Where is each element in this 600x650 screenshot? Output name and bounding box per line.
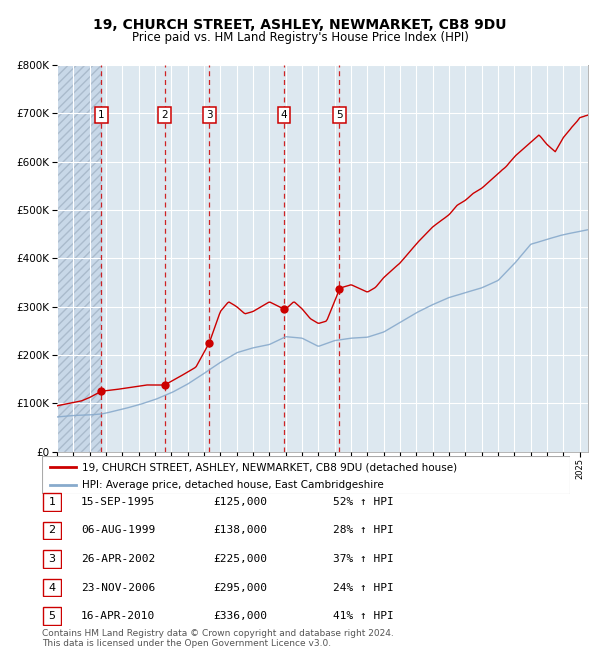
Text: 5: 5 xyxy=(336,111,343,120)
Text: 1: 1 xyxy=(49,497,55,507)
Text: £138,000: £138,000 xyxy=(213,525,267,536)
Text: £125,000: £125,000 xyxy=(213,497,267,507)
Text: 23-NOV-2006: 23-NOV-2006 xyxy=(81,582,155,593)
Text: 5: 5 xyxy=(49,611,55,621)
FancyBboxPatch shape xyxy=(43,578,61,597)
Text: 4: 4 xyxy=(281,111,287,120)
Text: 37% ↑ HPI: 37% ↑ HPI xyxy=(333,554,394,564)
Text: 28% ↑ HPI: 28% ↑ HPI xyxy=(333,525,394,536)
Text: 2: 2 xyxy=(161,111,168,120)
Text: 52% ↑ HPI: 52% ↑ HPI xyxy=(333,497,394,507)
Text: 26-APR-2002: 26-APR-2002 xyxy=(81,554,155,564)
Text: 19, CHURCH STREET, ASHLEY, NEWMARKET, CB8 9DU: 19, CHURCH STREET, ASHLEY, NEWMARKET, CB… xyxy=(93,18,507,32)
Text: 1: 1 xyxy=(98,111,104,120)
Polygon shape xyxy=(57,65,101,452)
Text: £336,000: £336,000 xyxy=(213,611,267,621)
Text: 4: 4 xyxy=(49,582,55,593)
Text: HPI: Average price, detached house, East Cambridgeshire: HPI: Average price, detached house, East… xyxy=(82,480,383,490)
Text: Price paid vs. HM Land Registry's House Price Index (HPI): Price paid vs. HM Land Registry's House … xyxy=(131,31,469,44)
Text: 16-APR-2010: 16-APR-2010 xyxy=(81,611,155,621)
FancyBboxPatch shape xyxy=(43,607,61,625)
Text: 3: 3 xyxy=(206,111,212,120)
Text: 2: 2 xyxy=(49,525,55,536)
Text: 24% ↑ HPI: 24% ↑ HPI xyxy=(333,582,394,593)
FancyBboxPatch shape xyxy=(43,493,61,511)
Text: 06-AUG-1999: 06-AUG-1999 xyxy=(81,525,155,536)
Text: 19, CHURCH STREET, ASHLEY, NEWMARKET, CB8 9DU (detached house): 19, CHURCH STREET, ASHLEY, NEWMARKET, CB… xyxy=(82,463,457,473)
FancyBboxPatch shape xyxy=(43,521,61,540)
Text: 41% ↑ HPI: 41% ↑ HPI xyxy=(333,611,394,621)
Text: 3: 3 xyxy=(49,554,55,564)
Text: £225,000: £225,000 xyxy=(213,554,267,564)
Text: 15-SEP-1995: 15-SEP-1995 xyxy=(81,497,155,507)
FancyBboxPatch shape xyxy=(42,456,570,494)
FancyBboxPatch shape xyxy=(43,550,61,568)
Text: £295,000: £295,000 xyxy=(213,582,267,593)
Text: Contains HM Land Registry data © Crown copyright and database right 2024.
This d: Contains HM Land Registry data © Crown c… xyxy=(42,629,394,648)
